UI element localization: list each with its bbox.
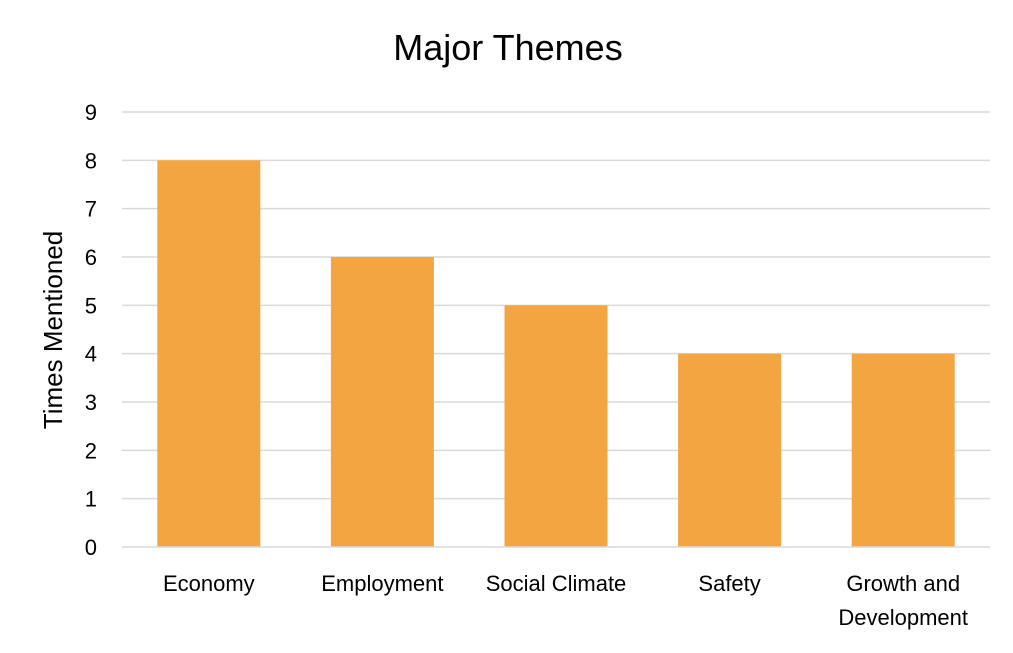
y-tick-label: 3 bbox=[85, 390, 97, 415]
bar-employment bbox=[330, 257, 434, 547]
y-tick-label: 5 bbox=[85, 293, 97, 318]
x-axis-category-labels: Economy Employment Social Climate Safety Gro… bbox=[163, 571, 968, 630]
bar-safety bbox=[678, 353, 782, 547]
bars bbox=[157, 160, 955, 548]
x-category-label: Growth and Development bbox=[838, 571, 968, 630]
x-category-label: Economy bbox=[163, 571, 255, 596]
bar-economy bbox=[157, 160, 261, 548]
y-tick-label: 7 bbox=[85, 197, 97, 222]
y-tick-label: 6 bbox=[85, 245, 97, 270]
x-category-label-line: Social Climate bbox=[486, 571, 627, 596]
y-tick-label: 2 bbox=[85, 438, 97, 463]
y-tick-label: 4 bbox=[85, 342, 97, 367]
y-tick-label: 0 bbox=[85, 535, 97, 560]
bar-social-climate bbox=[504, 305, 608, 547]
x-category-label-line: Development bbox=[838, 605, 968, 630]
x-category-label: Social Climate bbox=[486, 571, 627, 596]
y-tick-label: 9 bbox=[85, 100, 97, 125]
x-category-label: Safety bbox=[698, 571, 760, 596]
x-category-label-line: Economy bbox=[163, 571, 255, 596]
y-tick-label: 1 bbox=[85, 487, 97, 512]
x-category-label-line: Safety bbox=[698, 571, 760, 596]
y-axis-label: Times Mentioned bbox=[38, 231, 68, 429]
y-axis-ticks: 0 1 2 3 4 5 6 7 8 9 bbox=[85, 100, 97, 560]
y-tick-label: 8 bbox=[85, 148, 97, 173]
bar-growth-and-development bbox=[851, 353, 955, 547]
chart-title: Major Themes bbox=[393, 27, 622, 68]
x-category-label-line: Employment bbox=[321, 571, 443, 596]
x-category-label: Employment bbox=[321, 571, 443, 596]
x-category-label-line: Growth and bbox=[846, 571, 960, 596]
